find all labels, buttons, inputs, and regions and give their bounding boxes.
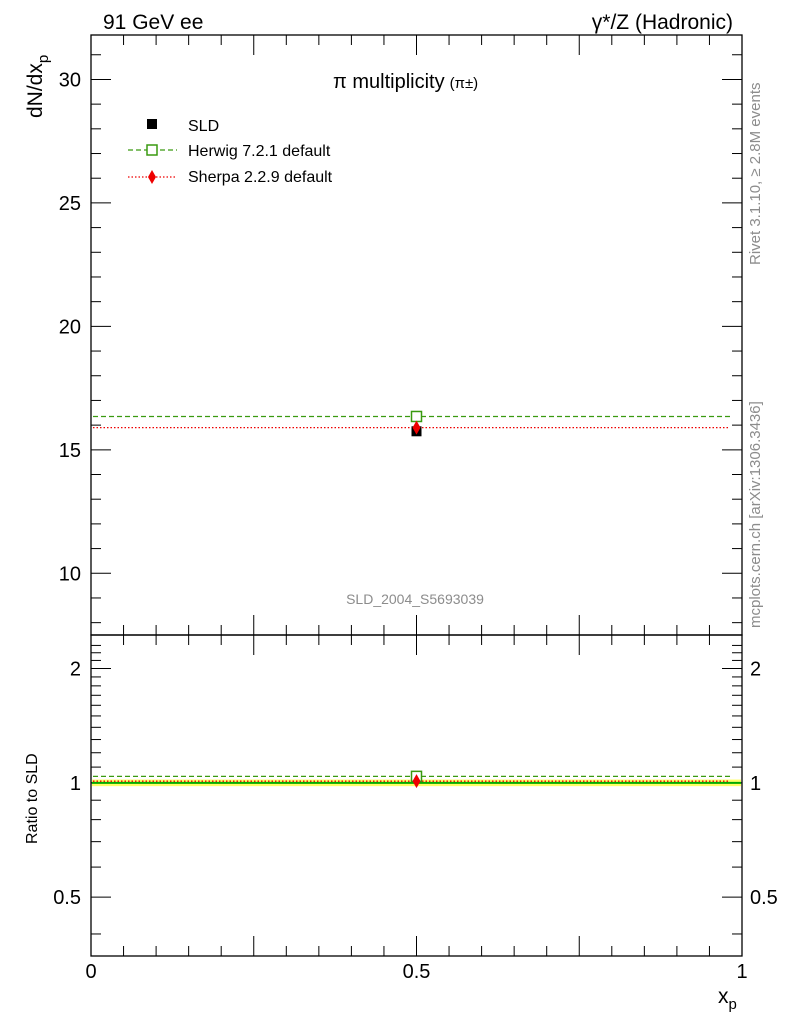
chart-title-suffix: (π±) [450, 75, 479, 92]
chart-title: π multiplicity (π±) [333, 71, 478, 93]
ratio-y-tick-label-right: 0.5 [750, 887, 778, 909]
legend-marker-sld [147, 119, 157, 129]
x-tick-label: 0.5 [403, 961, 431, 983]
ratio-y-ticks [91, 644, 742, 935]
main-panel: 10 15 20 25 30 π multiplicity (π±) dN/dxp SLD… [24, 34, 743, 636]
ratio-y-tick-label-left: 0.5 [53, 887, 81, 909]
x-tick-labels: 0 0.5 1 [85, 961, 747, 983]
x-axis-label-main: x [718, 985, 729, 1008]
legend: SLD Herwig 7.2.1 default Sherpa 2.2.9 de… [128, 118, 333, 186]
sherpa-ratio-point [412, 774, 421, 789]
main-y-tick-labels: 10 15 20 25 30 [59, 69, 81, 585]
legend-marker-sherpa [148, 170, 156, 184]
ratio-y-tick-label-left: 2 [70, 658, 81, 680]
sherpa-point [412, 420, 421, 435]
ratio-y-label: Ratio to SLD [24, 753, 41, 844]
ratio-data-marks [92, 770, 741, 789]
rivet-label: Rivet 3.1.10, ≥ 2.8M events [747, 83, 764, 266]
y-tick-label: 20 [59, 316, 81, 338]
ratio-frame [90, 634, 743, 957]
legend-label-sld: SLD [188, 118, 219, 135]
y-tick-label: 25 [59, 193, 81, 215]
y-axis-label-sub: p [35, 55, 52, 63]
legend-marker-herwig [146, 144, 158, 156]
ratio-y-tick-label-left: 1 [70, 773, 81, 795]
main-x-ticks [90, 35, 743, 635]
header-right: γ*/Z (Hadronic) [592, 11, 733, 34]
legend-label-herwig: Herwig 7.2.1 default [188, 143, 331, 160]
header-left: 91 GeV ee [103, 11, 203, 34]
legend-label-sherpa: Sherpa 2.2.9 default [188, 169, 333, 186]
ratio-y-tick-labels: 0.5 0.5 1 1 2 2 [53, 658, 778, 909]
x-axis-label: xp [718, 985, 737, 1013]
chart-title-main: π multiplicity [333, 71, 445, 93]
mcplots-label: mcplots.cern.ch [arXiv:1306.3436] [747, 401, 764, 628]
y-tick-label: 30 [59, 69, 81, 91]
ratio-y-tick-label-right: 2 [750, 658, 761, 680]
y-axis-label: dN/dxp [24, 55, 52, 118]
ratio-y-tick-label-right: 1 [750, 773, 761, 795]
y-tick-label: 10 [59, 563, 81, 585]
x-tick-label: 1 [736, 961, 747, 983]
y-axis-label-main: dN/dx [24, 63, 47, 118]
x-axis-label-sub: p [729, 996, 737, 1013]
herwig-point [410, 410, 423, 423]
x-tick-label: 0 [85, 961, 96, 983]
main-y-ticks [91, 54, 742, 624]
ratio-x-ticks [90, 635, 743, 956]
y-tick-label: 15 [59, 440, 81, 462]
analysis-watermark: SLD_2004_S5693039 [346, 591, 484, 607]
main-data-marks [93, 410, 730, 437]
ratio-panel: 0.5 0.51 12 2 0 0.5 1 Ratio to SLD xp [24, 634, 778, 1013]
